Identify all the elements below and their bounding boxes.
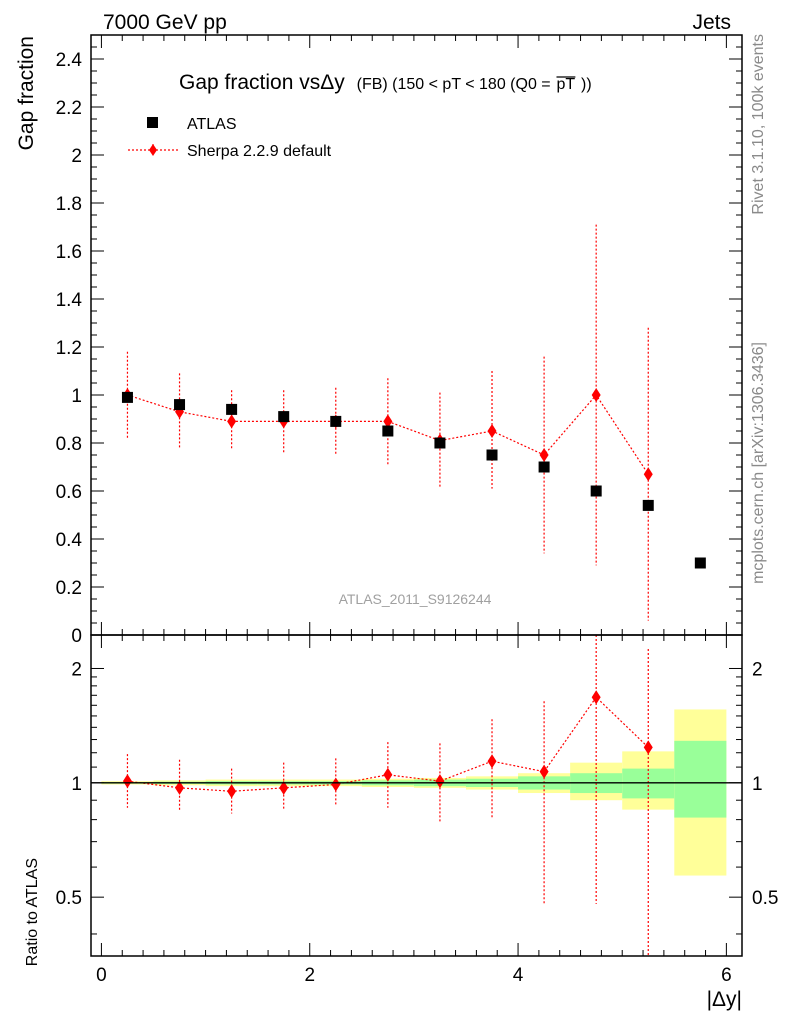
y-tick-label: 0.8 xyxy=(56,434,82,455)
ratio-point xyxy=(227,784,237,799)
legend: ATLAS Sherpa 2.2.9 default xyxy=(128,116,332,160)
ratio-tick-label-left: 2 xyxy=(71,659,82,680)
atlas-point xyxy=(590,485,602,497)
y-tick-label: 2.4 xyxy=(56,50,83,71)
y-tick-label: 1.4 xyxy=(56,290,83,311)
ratio-point xyxy=(175,780,185,795)
ratio-tick-label-right: 1 xyxy=(752,774,763,795)
atlas-point xyxy=(538,461,550,473)
ratio-series xyxy=(122,635,653,956)
atlas-point xyxy=(121,391,133,403)
legend-sherpa-marker xyxy=(149,144,157,156)
chart-title-pt: pT xyxy=(556,76,575,93)
chart-title-main: Gap fraction vsΔy xyxy=(179,71,345,94)
atlas-point xyxy=(434,437,446,449)
chart-title: Gap fraction vsΔy (FB) (150 < pT < 180 (… xyxy=(179,71,592,94)
y-tick-label: 0.4 xyxy=(56,530,83,551)
atlas-point xyxy=(382,425,394,437)
header-process-label: Jets xyxy=(692,11,731,34)
ratio-tick-label-right: 2 xyxy=(752,659,763,680)
ratio-point xyxy=(122,774,132,789)
y-tick-label: 1.6 xyxy=(56,242,82,263)
ratio-data-bands xyxy=(101,709,727,876)
atlas-point xyxy=(278,411,290,423)
sherpa-point xyxy=(591,388,601,402)
atlas-series xyxy=(121,391,706,569)
sherpa-point xyxy=(643,467,653,482)
ratio-point xyxy=(487,754,497,769)
ratio-point xyxy=(435,774,445,789)
atlas-point xyxy=(174,399,186,411)
sherpa-line xyxy=(127,394,649,475)
y-tick-label: 0.6 xyxy=(56,482,82,503)
ratio-line xyxy=(127,696,649,792)
ratio-point xyxy=(383,767,393,782)
sherpa-series xyxy=(122,224,653,621)
header-energy-label: 7000 GeV pp xyxy=(103,11,227,34)
legend-atlas-marker xyxy=(147,117,158,128)
x-tick-label: 4 xyxy=(513,965,524,986)
y-tick-label: 1.2 xyxy=(56,338,82,359)
atlas-point xyxy=(486,449,498,461)
x-axis-label: |Δy| xyxy=(707,988,742,1011)
ratio-tick-label-right: 0.5 xyxy=(752,888,778,909)
analysis-tag: ATLAS_2011_S9126244 xyxy=(339,591,492,607)
legend-sherpa-label: Sherpa 2.2.9 default xyxy=(187,143,332,160)
ratio-point xyxy=(279,780,289,795)
legend-atlas-label: ATLAS xyxy=(187,116,237,133)
y-tick-label: 1 xyxy=(71,386,82,407)
main-axis-ticks: 0 0.2 0.4 0.6 0.8 1 1.2 1.4 1.6 1.8 2 2.2 2.4 0 2 4 6 xyxy=(56,34,742,986)
ratio-tick-label-left: 1 xyxy=(71,774,82,795)
ratio-point xyxy=(331,777,341,792)
sherpa-point xyxy=(539,448,549,462)
y-axis-label: Gap fraction xyxy=(15,36,38,150)
x-tick-label: 0 xyxy=(96,965,107,986)
ratio-plot-frame xyxy=(90,634,743,957)
atlas-point xyxy=(226,403,238,415)
ratio-point xyxy=(591,690,601,705)
y-tick-label: 0.2 xyxy=(56,578,82,599)
y-tick-label: 2 xyxy=(71,146,82,167)
mcplots-label: mcplots.cern.ch [arXiv:1306.3436] xyxy=(750,342,767,584)
ratio-point xyxy=(539,764,549,779)
stat-uncertainty-band xyxy=(674,740,727,818)
rivet-version-label: Rivet 3.1.10, 100k events xyxy=(750,34,767,215)
x-tick-label: 2 xyxy=(304,965,315,986)
y-tick-label: 0 xyxy=(71,626,82,647)
sherpa-point xyxy=(487,424,497,438)
chart-title-sub: (FB) (150 < pT < 180 (Q0 = xyxy=(357,76,551,93)
atlas-point xyxy=(694,557,706,569)
atlas-point xyxy=(330,415,342,427)
y-tick-label: 1.8 xyxy=(56,194,82,215)
atlas-point xyxy=(642,499,654,511)
y-tick-label: 2.2 xyxy=(56,98,82,119)
ratio-point xyxy=(643,740,653,755)
ratio-tick-label-left: 0.5 xyxy=(56,888,82,909)
ratio-axis-ticks: 0.5 0.5 1 1 2 2 xyxy=(56,659,778,935)
sherpa-point xyxy=(383,414,393,429)
sherpa-point xyxy=(227,414,237,429)
ratio-y-axis-label: Ratio to ATLAS xyxy=(24,858,41,966)
x-tick-label: 6 xyxy=(721,965,732,986)
chart-title-end: )) xyxy=(581,76,592,93)
